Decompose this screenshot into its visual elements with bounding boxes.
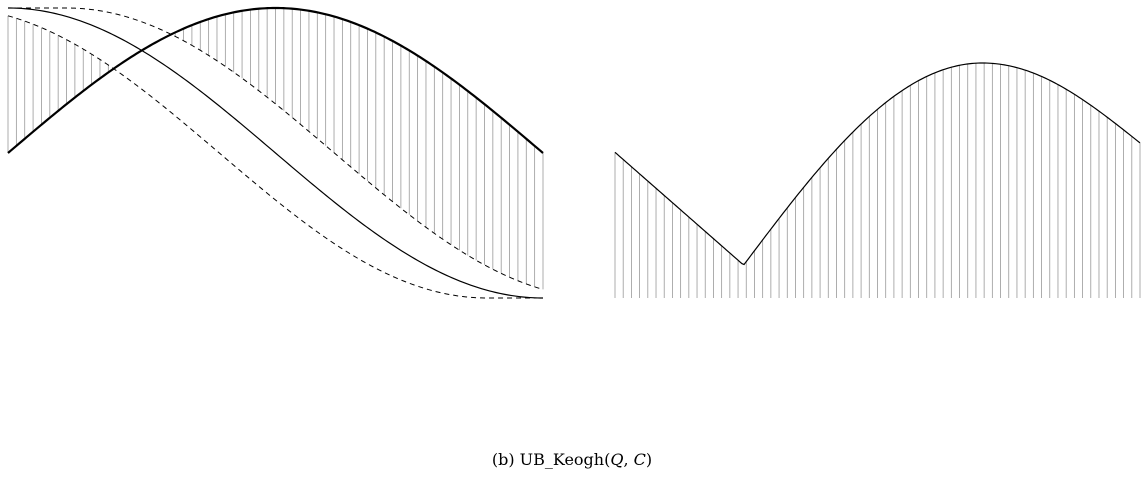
distance-hatch-lines [614, 63, 1141, 298]
caption-close: ) [645, 450, 653, 469]
caption-q: Q [610, 450, 624, 469]
caption-c: C [633, 450, 646, 469]
distance-panel [614, 62, 1141, 298]
envelope-panel [7, 6, 544, 299]
candidate-curve [7, 7, 544, 299]
figure-svg [7, 6, 1141, 299]
caption-sep: , [623, 450, 634, 469]
query-curve [7, 6, 544, 154]
figure-caption: (b) UB_Keogh(Q, C) [0, 450, 1144, 469]
envelope-hatch-lines [7, 8, 544, 290]
lower-bound-distance-curve [614, 62, 1141, 266]
lower-envelope-curve [7, 15, 543, 299]
caption-label: (b) UB_Keogh( [491, 450, 611, 469]
